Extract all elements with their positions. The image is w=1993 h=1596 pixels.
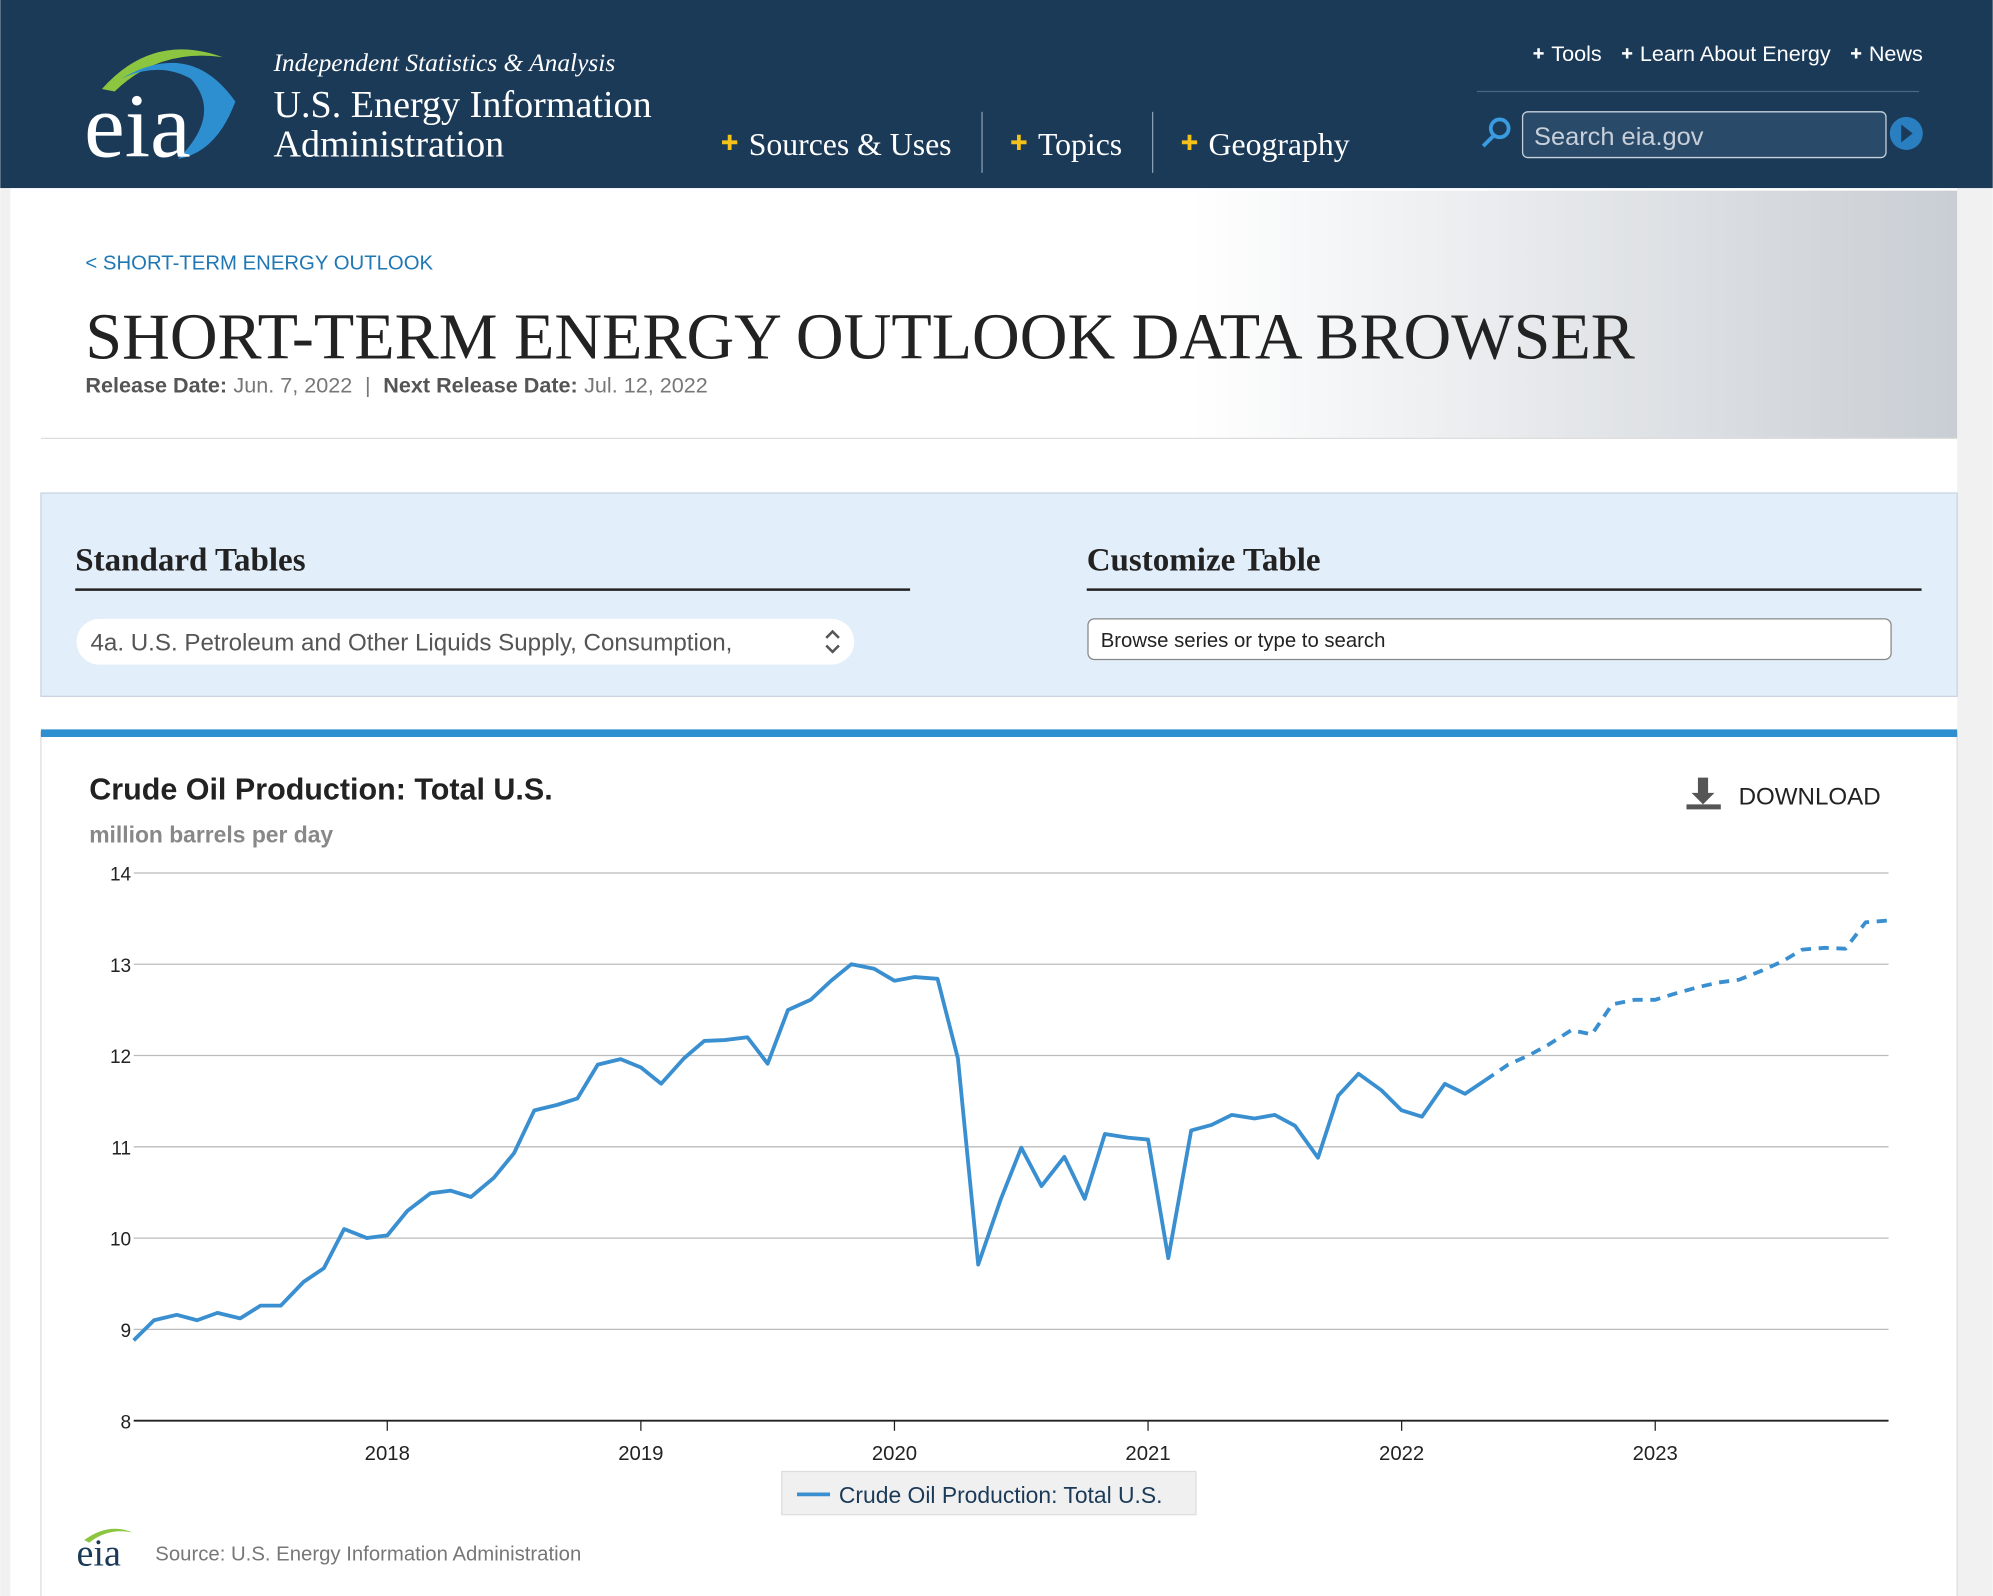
- plus-icon: [722, 134, 738, 150]
- search-box[interactable]: [1521, 111, 1887, 159]
- hero: [40, 190, 1958, 439]
- section-heading: Customize Table: [1087, 543, 1321, 579]
- chart-subtitle: million barrels per day: [89, 821, 333, 847]
- x-tick-label: 2023: [1633, 1443, 1678, 1465]
- table-select[interactable]: [76, 618, 855, 665]
- release-next-date: Jul. 12, 2022: [584, 373, 708, 398]
- source: Source: U.S. Energy Information Administ…: [155, 1543, 581, 1565]
- legend: [781, 1470, 1197, 1516]
- page-title: SHORT-TERM ENERGY OUTLOOK DATA BROWSER: [85, 300, 1634, 373]
- chart-panel: [40, 731, 1958, 1596]
- plus-icon: [1851, 48, 1862, 59]
- nav-item[interactable]: Topics: [1038, 127, 1122, 162]
- y-tick-label: 13: [110, 956, 131, 977]
- section-heading: Standard Tables: [75, 543, 305, 579]
- search-icon[interactable]: [1488, 117, 1511, 140]
- top-link[interactable]: News: [1869, 41, 1923, 66]
- x-tick-label: 2019: [618, 1443, 663, 1465]
- download[interactable]: DOWNLOAD: [1739, 783, 1881, 810]
- y-tick-label: 11: [111, 1138, 131, 1159]
- chart-panel-border: [40, 729, 1958, 738]
- forecast-line: [1484, 918, 1889, 1082]
- y-tick-label: 8: [121, 1412, 132, 1433]
- tagline: Independent Statistics & Analysis: [272, 49, 615, 77]
- plus-icon: [1011, 134, 1027, 150]
- search-button-arrow: [1901, 124, 1913, 143]
- chart-title: Crude Oil Production: Total U.S.: [89, 772, 552, 806]
- series-search-placeholder: Browse series or type to search: [1101, 630, 1386, 652]
- logo: eia: [84, 74, 191, 176]
- plus-icon: [1533, 48, 1544, 59]
- nav-item[interactable]: Geography: [1209, 127, 1350, 162]
- source-logo: eia: [77, 1533, 122, 1575]
- logo-swoosh: [120, 62, 236, 159]
- tables-panel: [40, 492, 1958, 697]
- data-line: [132, 962, 1487, 1342]
- y-tick-label: 9: [121, 1321, 132, 1342]
- logo-swoosh: [84, 1528, 133, 1543]
- nav-item[interactable]: Sources & Uses: [749, 127, 952, 162]
- y-tick-label: 12: [110, 1047, 131, 1068]
- x-tick-label: 2018: [365, 1443, 410, 1465]
- x-tick-label: 2021: [1125, 1443, 1170, 1465]
- plus-icon: [1622, 48, 1633, 59]
- logo-swoosh: [101, 49, 223, 92]
- release-release-label: Release Date:: [85, 373, 227, 398]
- y-tick-label: 14: [110, 865, 132, 886]
- search-icon[interactable]: [1481, 134, 1495, 148]
- top-link[interactable]: Tools: [1551, 41, 1602, 66]
- series-search[interactable]: [1087, 618, 1892, 661]
- org-name: U.S. Energy Information: [273, 84, 651, 126]
- table-select-value: 4a. U.S. Petroleum and Other Liquids Sup…: [90, 630, 732, 657]
- download-icon[interactable]: [1686, 777, 1721, 810]
- org-name: Administration: [273, 123, 504, 165]
- y-tick-label: 10: [110, 1230, 131, 1251]
- top-link[interactable]: Learn About Energy: [1640, 41, 1831, 66]
- plus-icon: [1181, 134, 1198, 150]
- breadcrumb[interactable]: < SHORT-TERM ENERGY OUTLOOK: [85, 252, 433, 274]
- x-tick-label: 2022: [1379, 1443, 1424, 1465]
- release-next-label: Next Release Date:: [383, 373, 577, 398]
- search-placeholder: Search eia.gov: [1534, 123, 1704, 151]
- release-release-date: Jun. 7, 2022: [233, 373, 352, 398]
- legend-label: Crude Oil Production: Total U.S.: [839, 1482, 1163, 1508]
- x-tick-label: 2020: [872, 1443, 917, 1465]
- select-arrows: [825, 629, 840, 654]
- release-separator: |: [365, 373, 371, 398]
